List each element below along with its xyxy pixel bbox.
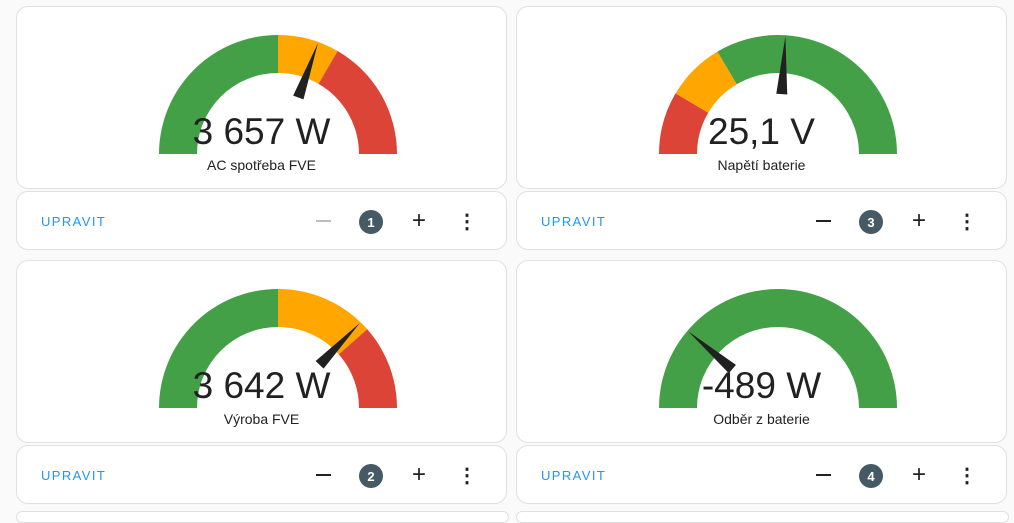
gauge-card[interactable]: 3 657 W AC spotřeba FVE xyxy=(16,6,507,189)
gauge-card[interactable]: -489 W Odběr z baterie xyxy=(516,260,1007,443)
edit-button[interactable]: UPRAVIT xyxy=(41,468,107,483)
more-options-button[interactable]: ⋮ xyxy=(953,207,981,235)
card-edit-footer: UPRAVIT 3 + ⋮ xyxy=(516,191,1007,250)
gauge-needle xyxy=(293,42,318,100)
gauge-segment-green xyxy=(159,289,278,408)
card-edit-footer: UPRAVIT 4 + ⋮ xyxy=(516,445,1007,504)
move-up-button[interactable]: + xyxy=(405,461,433,489)
gauge-value: 3 657 W xyxy=(192,111,331,152)
gauge-segment-orange xyxy=(675,51,737,113)
gauge-needle xyxy=(776,36,788,95)
card-edit-footer: UPRAVIT 2 + ⋮ xyxy=(16,445,507,504)
gauge-card[interactable]: 25,1 V Napětí baterie xyxy=(516,6,1007,189)
gauge-name: Výroba FVE xyxy=(223,411,300,427)
plus-icon: + xyxy=(911,461,926,488)
gauge-name: Napětí baterie xyxy=(717,157,806,173)
gauge-value: 25,1 V xyxy=(708,111,815,152)
dots-vertical-icon: ⋮ xyxy=(457,464,477,487)
position-badge: 2 xyxy=(359,464,383,488)
gauge-value: 3 642 W xyxy=(192,365,331,406)
gauge-dial xyxy=(159,35,397,154)
more-options-button[interactable]: ⋮ xyxy=(453,207,481,235)
gauge-name: Odběr z baterie xyxy=(713,411,810,427)
move-up-button[interactable]: + xyxy=(405,207,433,235)
move-down-button[interactable] xyxy=(309,461,337,489)
gauge-dial xyxy=(659,34,897,154)
position-badge: 4 xyxy=(859,464,883,488)
gauge-needle xyxy=(315,323,360,369)
gauge-value: -489 W xyxy=(701,365,822,406)
gauge-segment-green xyxy=(659,289,897,408)
dots-vertical-icon: ⋮ xyxy=(457,210,477,233)
gauge-segment-orange xyxy=(278,35,338,84)
gauge-segment-green xyxy=(159,35,278,154)
gauge-dial xyxy=(659,289,897,408)
plus-icon: + xyxy=(411,207,426,234)
minus-icon xyxy=(815,474,831,476)
gauge-segment-green xyxy=(717,34,897,154)
more-options-button[interactable]: ⋮ xyxy=(453,461,481,489)
gauge-segment-red xyxy=(318,51,397,154)
dots-vertical-icon: ⋮ xyxy=(957,464,977,487)
position-badge: 1 xyxy=(359,210,383,234)
gauge-segment-red xyxy=(659,93,709,154)
plus-icon: + xyxy=(411,461,426,488)
gauge-dial xyxy=(159,289,397,408)
dots-vertical-icon: ⋮ xyxy=(957,210,977,233)
gauge-segment-red xyxy=(338,329,397,408)
edit-button[interactable]: UPRAVIT xyxy=(541,214,607,229)
move-down-button[interactable] xyxy=(309,207,337,235)
move-down-button[interactable] xyxy=(809,207,837,235)
card-edit-footer: UPRAVIT 1 + ⋮ xyxy=(16,191,507,250)
minus-icon xyxy=(315,474,331,476)
plus-icon: + xyxy=(911,207,926,234)
minus-icon xyxy=(315,220,331,222)
move-up-button[interactable]: + xyxy=(905,461,933,489)
minus-icon xyxy=(815,220,831,222)
move-up-button[interactable]: + xyxy=(905,207,933,235)
gauge-needle xyxy=(688,331,736,374)
next-card-edge xyxy=(16,511,509,523)
next-card-edge xyxy=(516,511,1009,523)
edit-button[interactable]: UPRAVIT xyxy=(541,468,607,483)
gauge-name: AC spotřeba FVE xyxy=(207,157,316,173)
move-down-button[interactable] xyxy=(809,461,837,489)
position-badge: 3 xyxy=(859,210,883,234)
more-options-button[interactable]: ⋮ xyxy=(953,461,981,489)
edit-button[interactable]: UPRAVIT xyxy=(41,214,107,229)
gauge-card[interactable]: 3 642 W Výroba FVE xyxy=(16,260,507,443)
